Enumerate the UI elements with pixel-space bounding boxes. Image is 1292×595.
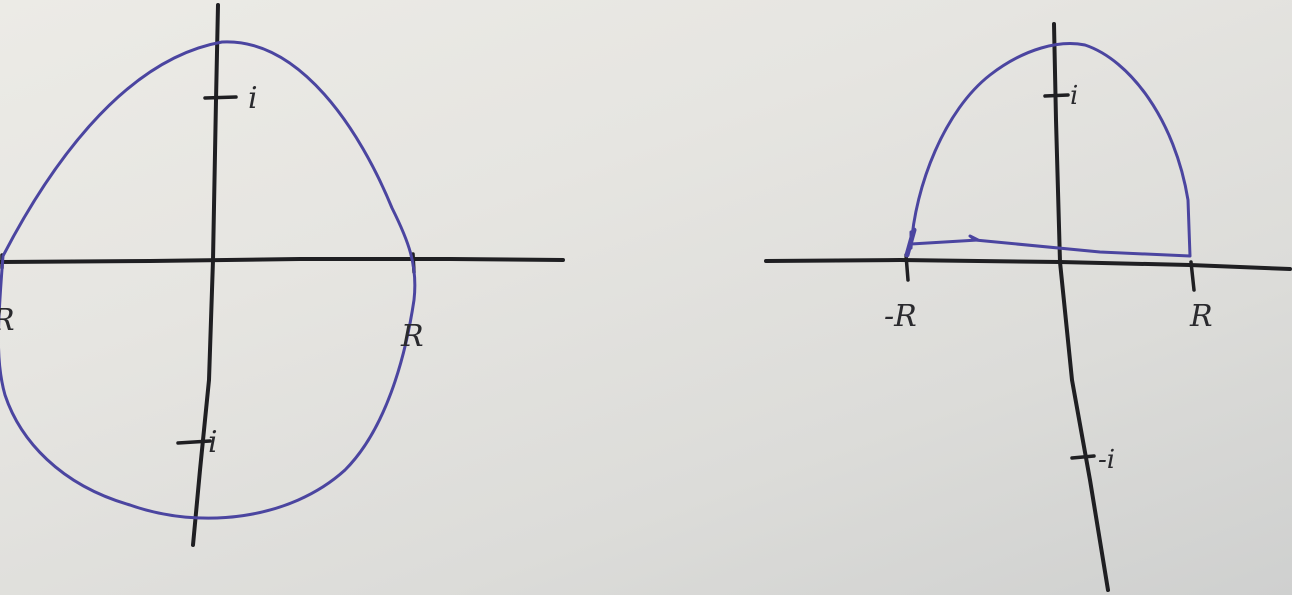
left-real-axis: [0, 257, 565, 264]
right-real-axis: [764, 258, 1292, 271]
right-label-plus-i: i: [1070, 81, 1078, 111]
left-imaginary-axis: [191, 3, 220, 547]
right-diagram: i -i -R R: [764, 22, 1292, 592]
right-tick-plus-i: [1043, 93, 1070, 98]
left-closed-contour: [0, 40, 417, 520]
right-tick-plus-r: [1189, 260, 1196, 292]
right-tick-minus-i: [1070, 454, 1096, 460]
left-tick-plus-i: [203, 95, 238, 100]
left-label-minus-r: R: [0, 303, 15, 338]
right-semicircle-contour: [909, 42, 1192, 258]
left-diagram: i i R R: [0, 3, 565, 547]
right-label-minus-i: -i: [1098, 445, 1115, 475]
right-label-plus-r: R: [1189, 299, 1213, 334]
left-tick-minus-i: [176, 439, 212, 445]
left-label-plus-i: i: [248, 81, 258, 116]
right-imaginary-axis: [1052, 22, 1110, 592]
right-contour-endpoint-mark: [904, 227, 917, 258]
left-label-plus-r: R: [400, 319, 424, 354]
right-tick-minus-r: [904, 253, 910, 282]
right-label-minus-r: -R: [884, 299, 917, 334]
left-label-minus-i: i: [208, 425, 218, 460]
